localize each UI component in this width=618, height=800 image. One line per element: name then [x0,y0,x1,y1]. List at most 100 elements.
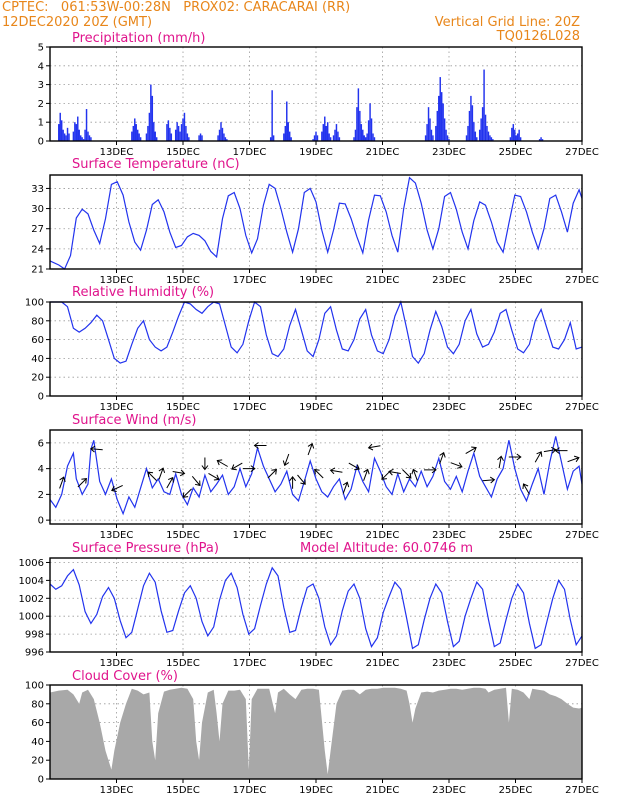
precipitation-bar [220,122,222,141]
wind-arrow [172,469,186,477]
header-grid-note: Vertical Grid Line: 20Z [435,15,580,30]
precipitation-bar [272,135,275,141]
precipitation-bar [72,131,75,141]
precipitation-bar [136,129,139,141]
precipitation-bar [131,131,133,141]
precipitation-bar [363,135,365,141]
wind-panel: Surface Wind (m/s) 0 2 4 6 13DEC 15DEC 17DEC 19… [38,413,599,541]
precipitation-bar [66,127,69,141]
humidity-title: Relative Humidity (%) [72,285,214,300]
precipitation-bar [221,127,224,141]
precipitation-bar [476,137,478,141]
pressure-title: Surface Pressure (hPa) [72,541,219,556]
wind-arrow [208,472,220,481]
temperature-series-line [49,176,583,270]
precipitation-bar [435,125,437,141]
wind-arrow [267,468,277,479]
wind-arrow [216,459,228,467]
wind-arrow [482,476,496,484]
cloud-cover-xtick-label: 13DEC [100,785,134,796]
pressure-xtick-label: 13DEC [100,658,134,669]
pressure-xtick-label: 21DEC [366,658,400,669]
precipitation-bar [313,135,316,141]
precipitation-bar [223,133,225,141]
precipitation-bar [514,129,516,141]
cloud-cover-ytick-label: 20 [31,756,44,767]
wind-xtick-label: 21DEC [366,530,400,541]
temperature-ytick-label: 24 [31,244,44,255]
precipitation-ytick-label: 0 [38,137,44,148]
precipitation-xtick-label: 25DEC [499,147,533,158]
humidity-xtick-label: 15DEC [166,402,200,413]
precipitation-bar [540,137,542,141]
precipitation-bar [324,116,326,141]
precipitation-bar [360,124,363,141]
wind-arrow [242,465,256,472]
precipitation-bar [372,133,374,141]
pressure-xtick-label: 15DEC [166,658,200,669]
precipitation-bar [487,131,490,141]
precipitation-bar [79,135,82,141]
wind-xtick-label: 25DEC [499,530,533,541]
temperature-xtick-label: 17DEC [233,275,267,286]
precipitation-bar [337,131,339,141]
precipitation-bar [151,95,154,141]
precipitation-bar [328,133,330,141]
precipitation-bar [473,122,475,141]
temperature-xtick-label: 19DEC [299,275,333,286]
precipitation-bar [174,129,177,141]
precipitation-bar [132,125,135,141]
precipitation-ytick-label: 5 [38,43,44,54]
cloud-cover-ytick-label: 60 [31,718,44,729]
wind-title: Surface Wind (m/s) [72,413,196,428]
cloud-cover-xtick-label: 23DEC [432,785,466,796]
precipitation-bar [148,112,151,141]
wind-arrow [231,462,243,471]
precipitation-xtick-label: 23DEC [432,147,466,158]
wind-arrow [411,468,418,481]
cloud-cover-xtick-label: 17DEC [233,785,267,796]
pressure-xtick-label: 17DEC [233,658,267,669]
wind-arrow [166,476,174,489]
humidity-xtick-label: 19DEC [299,402,333,413]
wind-arrow [182,488,192,498]
precipitation-bar [470,95,472,141]
wind-arrow [567,455,580,463]
wind-arrow [158,467,166,480]
wind-arrow [111,484,123,492]
wind-arrow [77,478,87,488]
precipitation-bar [334,129,336,141]
precipitation-bar [85,109,88,141]
temperature-ytick-label: 30 [31,204,44,215]
humidity-ytick-label: 80 [31,316,44,327]
wind-xtick-label: 17DEC [233,530,267,541]
precipitation-bar [426,124,428,141]
precipitation-bar [87,131,89,141]
precipitation-bar [78,129,80,141]
precipitation-ytick-label: 2 [38,99,44,110]
precipitation-bar [63,133,66,141]
wind-xtick-label: 27DEC [565,530,599,541]
header-station: CPTEC: 061:53W-00:28N PROX02: CARACARAI … [2,0,350,15]
wind-xtick-label: 19DEC [299,530,333,541]
precipitation-bar [138,133,140,141]
precipitation-xtick-label: 27DEC [565,147,599,158]
precipitation-bar [154,131,156,141]
temperature-panel: Surface Temperature (nC) 21 24 27 30 33 13DEC… [31,157,599,286]
precipitation-bar [62,129,64,141]
precipitation-bar [82,139,85,141]
precipitation-bar [170,133,173,141]
precipitation-bar [538,139,541,141]
precipitation-bar [329,137,332,141]
precipitation-bar [65,135,67,141]
precipitation-bar [511,127,513,141]
precipitation-title: Precipitation (mm/h) [72,31,205,46]
cloud-cover-ytick-label: 80 [31,699,44,710]
precipitation-bar [59,112,61,141]
precipitation-bar [359,110,361,141]
pressure-ytick-label: 1004 [19,576,44,587]
humidity-xtick-label: 17DEC [233,402,267,413]
precipitation-bar [373,137,376,141]
temperature-xtick-label: 27DEC [565,275,599,286]
precipitation-xtick-label: 21DEC [366,147,400,158]
